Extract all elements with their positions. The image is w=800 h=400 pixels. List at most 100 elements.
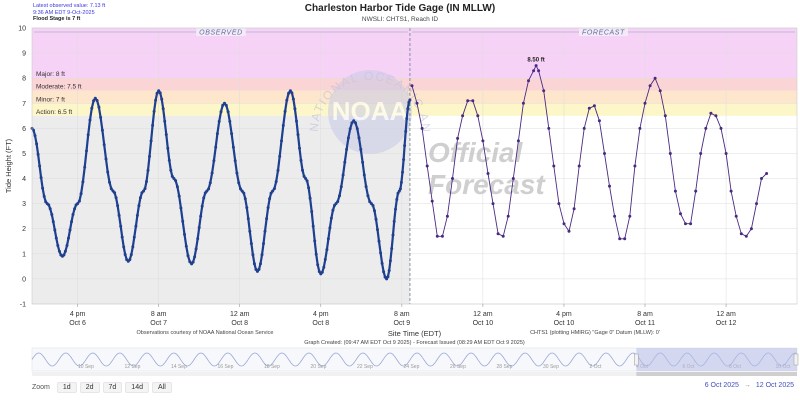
observed-point <box>164 133 168 137</box>
observed-point <box>364 185 368 189</box>
range-end-date[interactable]: 12 Oct 2025 <box>755 382 794 389</box>
observed-point <box>137 204 141 208</box>
forecast-point <box>425 164 429 168</box>
threshold-label: Minor: 7 ft <box>36 96 65 103</box>
observed-point <box>51 220 55 224</box>
observed-point <box>391 233 395 237</box>
observed-point <box>145 180 148 183</box>
observed-point <box>262 242 265 246</box>
zoom-7d-button[interactable]: 7d <box>102 382 123 393</box>
y-tick-label: 0 <box>22 276 26 283</box>
observed-point <box>210 171 214 175</box>
observed-point <box>304 177 308 180</box>
observed-point <box>242 191 246 195</box>
forecast-point <box>648 84 652 88</box>
observed-point <box>63 249 67 253</box>
observed-point <box>355 127 359 131</box>
navigator-scrollbar-thumb[interactable] <box>636 372 797 376</box>
observed-point <box>92 99 96 103</box>
zoom-14d-button[interactable]: 14d <box>125 382 149 393</box>
navigator-handle-left[interactable] <box>634 353 639 366</box>
observed-point <box>56 244 60 247</box>
observed-point <box>129 253 133 257</box>
observed-point <box>325 248 329 252</box>
observed-point <box>377 239 381 243</box>
observed-point <box>199 214 203 218</box>
observed-point <box>313 239 317 243</box>
observed-point <box>169 168 173 172</box>
observed-point <box>404 130 408 133</box>
observed-point <box>123 253 127 257</box>
forecast-point <box>516 139 520 143</box>
y-tick-label: 10 <box>18 26 26 33</box>
range-start-date[interactable]: 6 Oct 2025 <box>704 382 739 389</box>
forecast-point <box>567 229 571 233</box>
observed-point <box>47 203 51 207</box>
observed-point <box>323 257 327 261</box>
forecast-point <box>511 177 515 180</box>
x-tick-time: 8 am <box>151 311 167 318</box>
watermark-official-text: Official <box>428 137 524 168</box>
observed-point <box>272 187 276 191</box>
forecast-point <box>755 202 758 206</box>
observed-point <box>240 189 244 193</box>
forecast-point <box>673 189 677 193</box>
forecast-point <box>506 214 510 218</box>
observed-point <box>338 194 341 198</box>
observed-point <box>177 194 181 198</box>
navigator-date-label: 22 Sep <box>357 364 373 370</box>
forecast-point <box>653 76 657 80</box>
observed-point <box>305 179 309 183</box>
observed-point <box>100 128 104 132</box>
navigator-handle-right[interactable] <box>793 353 799 366</box>
observed-point <box>170 174 174 178</box>
x-tick-date: Oct 8 <box>312 320 329 327</box>
observed-point <box>104 157 108 161</box>
x-tick-date: Oct 10 <box>473 320 494 327</box>
plot-frame <box>31 27 798 305</box>
zoom-1d-button[interactable]: 1d <box>56 382 77 393</box>
forecast-datum-label: CHTS1 (plotting HMIRG) "Gage 0" Datum (M… <box>530 330 660 336</box>
observed-point <box>302 174 306 178</box>
series-layer <box>30 64 769 281</box>
observed-point <box>285 98 289 102</box>
zoom-2d-button[interactable]: 2d <box>79 382 100 393</box>
forecast-point <box>534 64 538 68</box>
navigator-scrollbar[interactable] <box>32 372 797 376</box>
observed-point <box>401 170 404 174</box>
forecast-point <box>456 136 460 140</box>
forecast-point <box>481 139 485 143</box>
observed-point <box>205 189 209 193</box>
observed-point <box>283 109 287 113</box>
observed-point <box>186 254 190 258</box>
range-navigator[interactable]: 10 Sep 12 Sep 14 Sep 16 Sep 18 Sep 20 Sep 22 S… <box>31 347 799 376</box>
forecast-point <box>603 152 606 155</box>
navigator-date-label: 24 Sep <box>404 364 420 370</box>
observed-point <box>281 123 285 127</box>
observed-point <box>138 196 142 200</box>
observed-point <box>102 143 106 147</box>
forecast-point <box>440 234 444 238</box>
observed-point <box>158 91 162 95</box>
observed-point <box>251 253 255 257</box>
forecast-point <box>679 212 682 216</box>
navigator-selection[interactable] <box>636 348 797 371</box>
observed-point <box>183 232 186 236</box>
observed-point <box>376 228 379 232</box>
forecast-point <box>537 69 541 73</box>
y-axis-label: Tide Height (FT) <box>4 138 13 193</box>
observed-point <box>191 260 195 264</box>
forecast-point <box>613 214 617 218</box>
zoom-all-button[interactable]: All <box>151 382 172 393</box>
observed-point <box>298 146 301 150</box>
observed-point <box>228 119 232 123</box>
observed-point <box>208 181 212 185</box>
y-axis-ticks: -1 0 1 2 3 4 5 6 7 8 9 10 <box>18 26 26 309</box>
forecast-point <box>684 222 687 226</box>
forecast-point <box>562 222 566 226</box>
observed-point <box>142 189 145 193</box>
observed-point <box>259 262 262 266</box>
date-range-readout: 6 Oct 2025 → 12 Oct 2025 <box>705 382 794 389</box>
observed-point <box>194 247 198 251</box>
